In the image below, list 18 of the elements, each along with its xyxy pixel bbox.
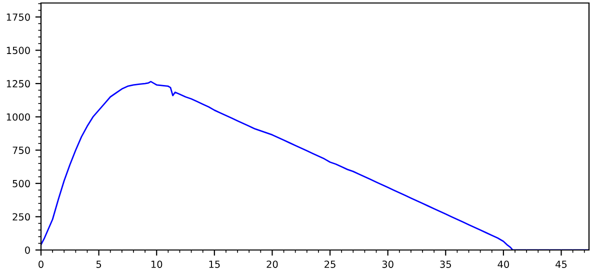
y-tick-label: 0 [25,246,30,254]
x-tick-label: 15 [209,260,220,268]
y-tick-label: 1500 [6,46,30,54]
x-tick-label: 25 [324,260,336,268]
x-tick-label: 20 [266,260,278,268]
x-tick-label: 35 [440,260,451,268]
x-tick-label: 40 [498,260,509,268]
x-tick-label: 30 [382,260,394,268]
x-tick-label: 0 [38,260,44,268]
y-tick-label: 1000 [6,113,30,121]
y-tick-label: 500 [12,180,30,188]
y-tick-label: 1250 [6,80,30,88]
y-tick-label: 1750 [6,13,30,21]
x-tick-label: 45 [556,260,567,268]
y-tick-label: 750 [12,146,30,154]
y-tick-label: 250 [12,213,30,221]
x-tick-label: 10 [151,260,162,268]
x-tick-label: 5 [96,260,102,268]
